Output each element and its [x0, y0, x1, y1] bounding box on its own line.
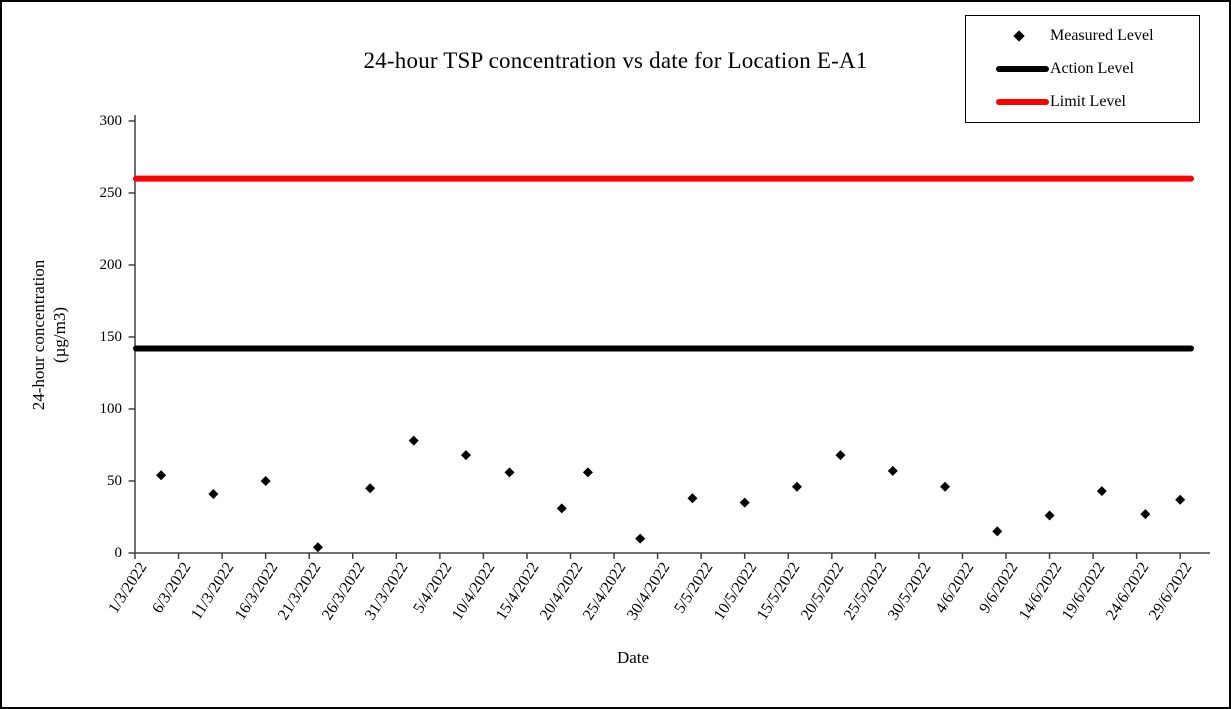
limit-level-line-icon: [966, 98, 1050, 105]
measured-point: [1044, 510, 1055, 521]
measured-point: [582, 467, 593, 478]
measured-point: [635, 533, 646, 544]
measured-point: [687, 493, 698, 504]
y-tick-label: 200: [99, 257, 123, 273]
measured-point: [556, 503, 567, 514]
measured-point: [408, 435, 419, 446]
measured-point: [504, 467, 515, 478]
measured-point: [992, 526, 1003, 537]
y-tick-label: 50: [107, 473, 122, 489]
x-axis-title: Date: [616, 648, 650, 667]
measured-point: [365, 483, 376, 494]
legend-label: Measured Level: [1050, 27, 1154, 45]
y-tick-label: 250: [99, 185, 123, 201]
measured-point: [791, 481, 802, 492]
measured-point: [1175, 494, 1186, 505]
measured-point: [208, 488, 219, 499]
measured-point: [260, 476, 271, 486]
y-tick-label: 0: [114, 545, 123, 561]
measured-point: [739, 497, 750, 508]
legend-label: Action Level: [1050, 59, 1134, 77]
legend: Measured Level Action Level Limit Level: [965, 15, 1200, 123]
measured-point: [312, 542, 323, 553]
chart-title: 24-hour TSP concentration vs date for Lo…: [363, 48, 868, 73]
action-level-line-icon: [966, 65, 1050, 72]
measured-point: [887, 465, 898, 476]
measured-point: [460, 450, 471, 461]
legend-item-measured-level: Measured Level: [966, 21, 1199, 51]
y-tick-label: 100: [99, 401, 123, 417]
measured-point: [1096, 486, 1107, 497]
measured-point: [1140, 509, 1151, 520]
y-tick-label: 150: [99, 329, 123, 345]
legend-item-action-level: Action Level: [966, 54, 1199, 84]
measured-point: [156, 470, 167, 481]
measured-point: [940, 481, 951, 492]
measured-point: [835, 450, 846, 461]
legend-label: Limit Level: [1050, 92, 1126, 110]
legend-item-limit-level: Limit Level: [966, 87, 1199, 117]
y-tick-label: 300: [99, 113, 123, 129]
